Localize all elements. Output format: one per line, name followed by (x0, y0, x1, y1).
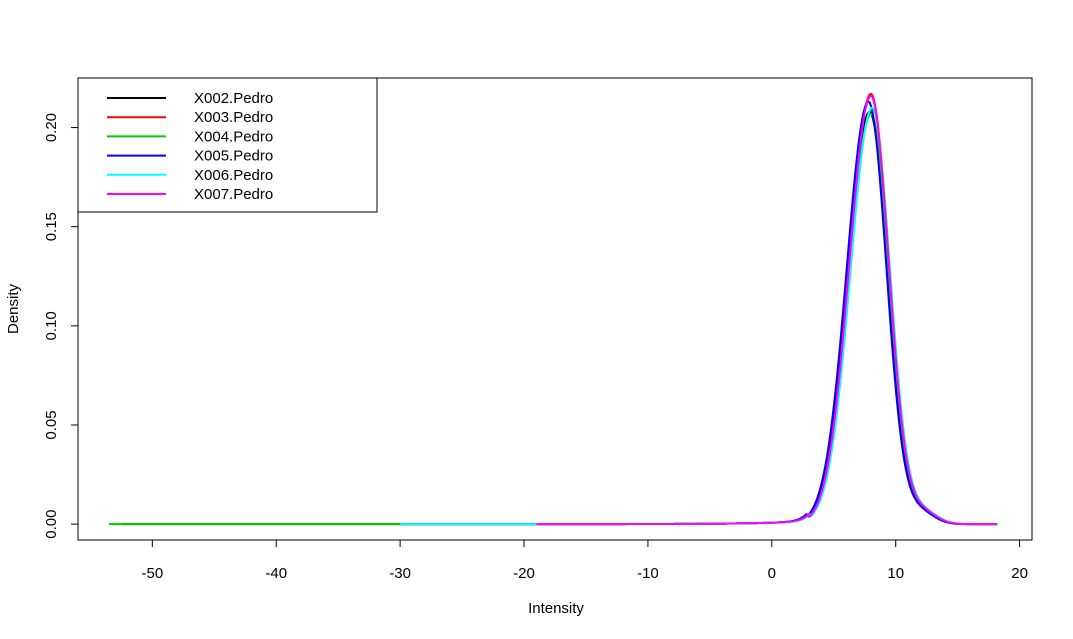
legend-label: X002.Pedro (194, 90, 273, 107)
x-axis: -50 -40 -30 -20 -10 0 10 20 (141, 539, 1028, 582)
y-tick-label: 0.20 (43, 113, 60, 142)
x-tick-label: 10 (887, 565, 904, 582)
x-tick-label: -10 (637, 565, 659, 582)
y-tick-label: 0.05 (43, 410, 60, 439)
legend-label: X006.Pedro (194, 167, 273, 184)
x-tick-label: 20 (1011, 565, 1028, 582)
x-axis-title: Intensity (528, 600, 584, 617)
y-axis-title: Density (5, 283, 22, 334)
y-axis: 0.00 0.05 0.10 0.15 0.20 (43, 113, 79, 539)
x-tick-label: -40 (265, 565, 287, 582)
series-line-x007-pedro (536, 94, 998, 526)
x-tick-label: -20 (513, 565, 535, 582)
legend-label: X003.Pedro (194, 109, 273, 126)
series-line-x003-pedro (536, 92, 998, 526)
legend-label: X005.Pedro (194, 148, 273, 165)
series-curves (108, 92, 998, 526)
legend-box (77, 77, 378, 213)
legend: X002.Pedro X003.Pedro X004.Pedro X005.Pedro… (77, 77, 378, 213)
y-tick-label: 0.10 (43, 311, 60, 340)
y-tick-label: 0.15 (43, 212, 60, 241)
y-tick-label: 0.00 (43, 510, 60, 539)
x-tick-label: -30 (389, 565, 411, 582)
x-tick-label: 0 (768, 565, 776, 582)
legend-label: X004.Pedro (194, 128, 273, 145)
x-tick-label: -50 (141, 565, 163, 582)
legend-label: X007.Pedro (194, 186, 273, 203)
